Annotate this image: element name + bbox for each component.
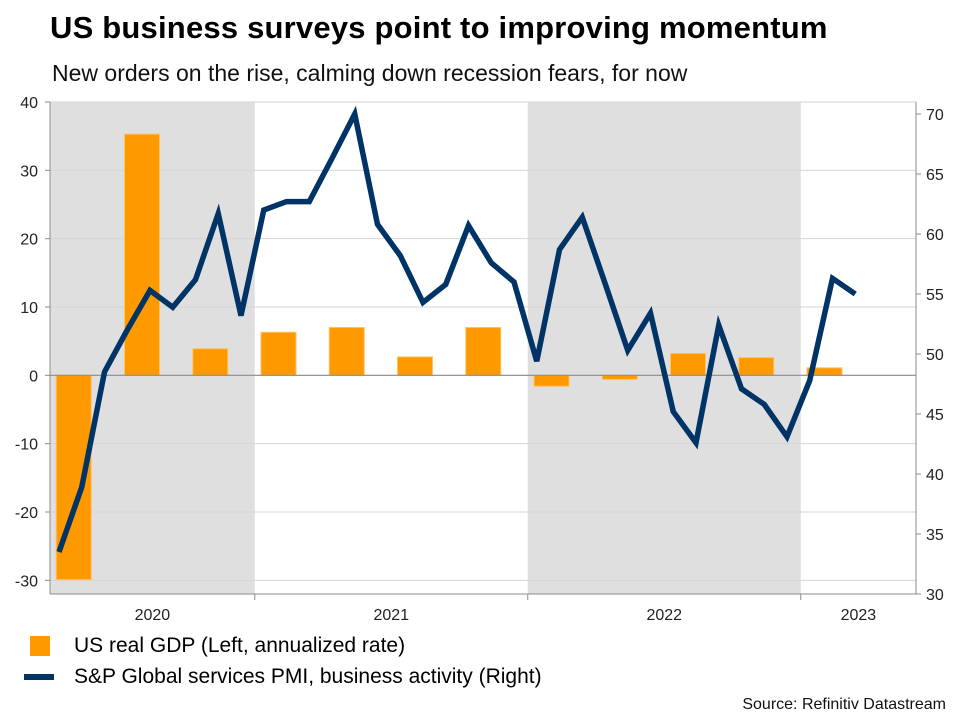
source-note: Source: Refinitiv Datastream bbox=[742, 696, 946, 713]
gdp-bar bbox=[260, 331, 297, 376]
gdp-bar bbox=[192, 348, 229, 376]
gdp-bar bbox=[670, 352, 706, 376]
left-tick-label: -20 bbox=[15, 505, 38, 522]
pmi-swatch-icon bbox=[24, 673, 54, 680]
right-tick-label: 45 bbox=[926, 407, 944, 424]
right-tick-label: 35 bbox=[926, 527, 944, 544]
gdp-bar bbox=[328, 327, 365, 376]
gdp-bar bbox=[601, 374, 638, 380]
x-axis-ticks: 2020 2021 2022 2023 bbox=[135, 594, 877, 624]
chart-subtitle: New orders on the rise, calming down rec… bbox=[52, 60, 688, 86]
left-tick-label: 20 bbox=[20, 232, 38, 249]
x-tick-label-2023: 2023 bbox=[841, 607, 877, 624]
right-tick-label: 55 bbox=[926, 287, 944, 304]
legend-item-gdp: US real GDP (Left, annualized rate) bbox=[14, 630, 542, 661]
chart-title: US business surveys point to improving m… bbox=[50, 10, 828, 45]
right-tick-label: 70 bbox=[926, 107, 944, 124]
right-tick-label: 60 bbox=[926, 227, 944, 244]
gdp-bar bbox=[397, 356, 433, 376]
pmi-line-group bbox=[56, 105, 857, 553]
right-tick-label: 40 bbox=[926, 467, 944, 484]
shaded-band-2022 bbox=[527, 102, 801, 594]
x-tick-label-2020: 2020 bbox=[135, 607, 171, 624]
pmi-line bbox=[56, 105, 857, 553]
gdp-bar bbox=[533, 374, 570, 387]
x-tick-label-2021: 2021 bbox=[373, 607, 409, 624]
left-tick-label: 30 bbox=[20, 163, 38, 180]
left-tick-label: 0 bbox=[29, 368, 38, 385]
left-tick-label: 40 bbox=[20, 95, 38, 112]
right-tick-label: 30 bbox=[926, 587, 944, 604]
gdp-bar bbox=[465, 327, 502, 376]
right-axis-ticks: 70 65 60 55 50 45 40 35 30 bbox=[916, 107, 944, 604]
shaded-bands bbox=[50, 102, 801, 594]
legend: US real GDP (Left, annualized rate) S&P … bbox=[14, 630, 542, 692]
left-tick-label: -30 bbox=[15, 573, 38, 590]
left-axis-ticks: 40 30 20 10 0 -10 -20 -30 bbox=[15, 95, 50, 590]
left-tick-label: -10 bbox=[15, 437, 38, 454]
gdp-swatch-icon bbox=[30, 635, 50, 656]
right-tick-label: 50 bbox=[926, 347, 944, 364]
gdp-bar bbox=[738, 357, 775, 376]
gdp-bars bbox=[55, 133, 843, 581]
right-tick-label: 65 bbox=[926, 167, 944, 184]
legend-item-pmi: S&P Global services PMI, business activi… bbox=[14, 661, 542, 692]
gdp-bar bbox=[124, 133, 160, 376]
left-tick-label: 10 bbox=[20, 300, 38, 317]
legend-gdp-label: US real GDP (Left, annualized rate) bbox=[74, 633, 406, 657]
x-tick-label-2022: 2022 bbox=[646, 607, 682, 624]
legend-pmi-label: S&P Global services PMI, business activi… bbox=[74, 664, 542, 688]
